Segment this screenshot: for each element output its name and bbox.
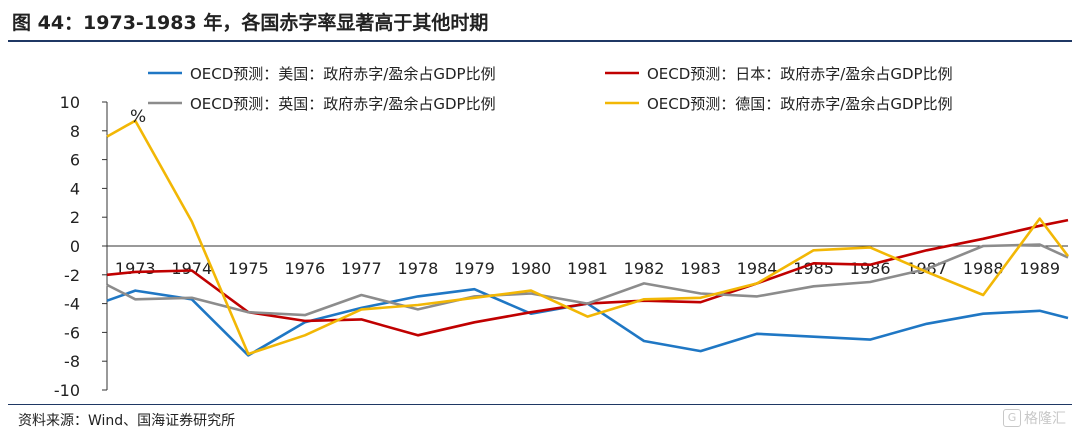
legend-item: OECD预测：德国：政府赤字/盈余占GDP比例 [605,95,953,113]
x-tick-label: 1977 [341,259,382,278]
x-tick-label: 1978 [398,259,439,278]
line-chart: OECD预测：美国：政府赤字/盈余占GDP比例 OECD预测：日本：政府赤字/盈余… [54,65,1070,400]
y-tick-label: 2 [70,208,80,227]
x-tick-label: 1984 [737,259,778,278]
series-line [106,287,1069,357]
source-note: 资料来源：Wind、国海证券研究所 [18,413,236,429]
y-unit-label: % [130,107,146,127]
chart-legend: OECD预测：美国：政府赤字/盈余占GDP比例 OECD预测：日本：政府赤字/盈余… [148,65,953,113]
series-line [106,119,1070,356]
x-tick-label: 1975 [228,259,269,278]
x-tick-label: 1979 [454,259,495,278]
x-tick-label: 1973 [115,259,156,278]
watermark: G 格隆汇 [1003,408,1066,428]
y-tick-label: 0 [70,237,80,256]
y-tick-label: -6 [64,323,80,342]
legend-label: OECD预测：英国：政府赤字/盈余占GDP比例 [190,95,496,113]
y-tick-label: -2 [64,266,80,285]
y-tick-label: 8 [70,122,80,141]
legend-item: OECD预测：美国：政府赤字/盈余占GDP比例 [148,65,496,83]
y-tick-label: -8 [64,352,80,371]
x-tick-label: 1983 [680,259,721,278]
series-lines [106,119,1070,357]
watermark-logo-icon: G [1003,409,1021,427]
y-tick-label: 4 [70,179,80,198]
y-tick-label: -4 [64,295,80,314]
legend-item: OECD预测：日本：政府赤字/盈余占GDP比例 [605,65,953,83]
y-tick-label: 10 [60,93,80,112]
x-tick-label: 1974 [171,259,212,278]
x-tick-label: 1989 [1019,259,1060,278]
watermark-text: 格隆汇 [1024,411,1066,427]
x-tick-label: 1981 [567,259,608,278]
legend-item: OECD预测：英国：政府赤字/盈余占GDP比例 [148,95,496,113]
series-line [106,243,1069,317]
x-tick-label: 1976 [284,259,325,278]
x-axis: 1973 1974 1975 1976 1977 1978 1979 1980 1981 1982… [107,245,1068,278]
figure-title: 图 44：1973-1983 年，各国赤字率显著高于其他时期 [12,12,489,34]
legend-label: OECD预测：日本：政府赤字/盈余占GDP比例 [647,65,953,83]
x-tick-label: 1982 [624,259,665,278]
legend-label: OECD预测：德国：政府赤字/盈余占GDP比例 [647,95,953,113]
x-tick-label: 1988 [963,259,1004,278]
x-tick-label: 1980 [511,259,552,278]
footer-divider [8,404,1072,405]
y-tick-label: -10 [54,381,80,400]
y-axis: -10 -8 -6 -4 -2 0 2 4 6 8 10 [54,93,108,400]
title-divider [8,40,1072,42]
y-tick-label: 6 [70,151,80,170]
legend-label: OECD预测：美国：政府赤字/盈余占GDP比例 [190,65,496,83]
